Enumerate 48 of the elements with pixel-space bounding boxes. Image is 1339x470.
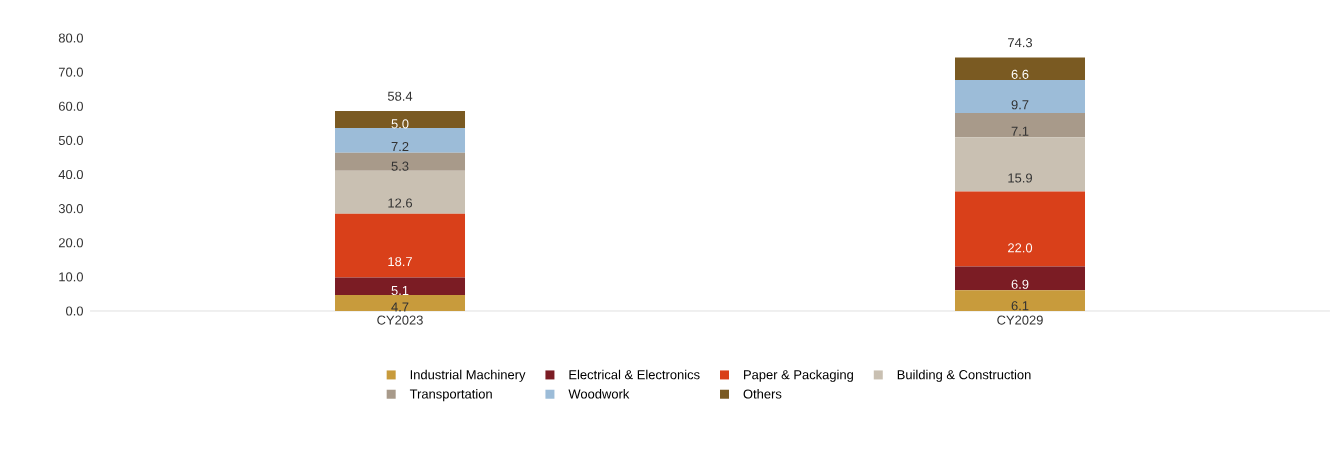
bar [335, 294, 466, 311]
data-label: 12.6 [388, 198, 413, 208]
y-tick-label: 20.0 [58, 238, 83, 248]
bar [335, 213, 466, 278]
data-label: 15.9 [1008, 173, 1032, 183]
bar [955, 290, 1086, 311]
legend-label: Transportation [409, 389, 492, 402]
legend-label: Industrial Machinery [410, 369, 526, 382]
data-label: 6.1 [1011, 301, 1029, 311]
data-label: 6.6 [1011, 69, 1029, 79]
data-label: 9.7 [1011, 100, 1029, 110]
data-label: 7.2 [391, 141, 409, 152]
y-tick-label: 80.0 [58, 33, 83, 43]
bar [955, 113, 1086, 138]
data-label: 6.9 [1011, 279, 1029, 289]
data-label: 5.3 [391, 161, 409, 171]
x-tick-label: CY2029 [997, 315, 1043, 325]
y-tick-label: 70.0 [58, 67, 83, 77]
data-label: 4.7 [391, 302, 409, 312]
y-tick-label: 10.0 [59, 272, 83, 282]
y-tick-label: 30.0 [58, 204, 83, 214]
bar [335, 152, 466, 171]
x-tick-label: CY2023 [377, 315, 423, 325]
bar [955, 266, 1086, 291]
bar [335, 128, 466, 153]
bar [335, 111, 466, 129]
data-label: 5.1 [391, 286, 409, 296]
data-label: 5.0 [391, 119, 409, 129]
total-label: 58.4 [387, 91, 413, 101]
bar [955, 57, 1086, 80]
bar [955, 137, 1086, 192]
total-label: 74.3 [1008, 38, 1033, 48]
legend-label: Woodwork [568, 389, 630, 399]
bar [955, 79, 1086, 114]
y-tick-label: 60.0 [58, 101, 83, 111]
bar [335, 277, 466, 295]
data-label: 7.1 [1011, 126, 1029, 136]
y-tick-label: 50.0 [58, 135, 83, 145]
legend-label: Paper & Packaging [744, 369, 853, 382]
legend-label: Others [743, 389, 782, 399]
data-label: 18.7 [388, 257, 412, 267]
y-tick-label: 40.0 [58, 169, 83, 180]
bar [955, 191, 1086, 267]
data-label: 22.0 [1008, 243, 1033, 253]
legend-label: Electrical & Electronics [569, 369, 700, 380]
legend-label: Building & Construction [897, 369, 1031, 382]
bar [335, 170, 466, 214]
y-tick-label: 0.0 [66, 306, 83, 316]
